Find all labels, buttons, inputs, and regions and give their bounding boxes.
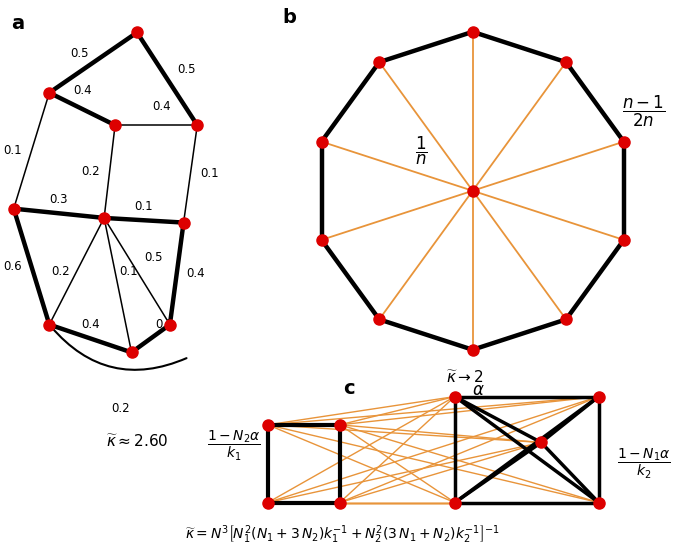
Text: 0.5: 0.5 — [177, 63, 196, 76]
Text: c: c — [344, 379, 355, 398]
Text: 0.4: 0.4 — [186, 267, 206, 280]
Text: 0.6: 0.6 — [3, 260, 22, 273]
Text: $\widetilde{\kappa} \approx 2.60$: $\widetilde{\kappa} \approx 2.60$ — [105, 433, 169, 450]
Text: 0.2: 0.2 — [51, 265, 70, 278]
Text: a: a — [11, 14, 24, 33]
Text: 0.4: 0.4 — [73, 84, 92, 97]
Text: 0.4: 0.4 — [81, 318, 100, 331]
Text: $\dfrac{1-N_1\alpha}{k_2}$: $\dfrac{1-N_1\alpha}{k_2}$ — [616, 447, 671, 481]
Text: 0.2: 0.2 — [111, 401, 130, 415]
Text: 0.2: 0.2 — [81, 165, 100, 178]
Text: $\alpha$: $\alpha$ — [473, 381, 485, 399]
Text: 0.4: 0.4 — [152, 100, 171, 113]
Text: 0.5: 0.5 — [70, 47, 89, 60]
Text: $\widetilde{\kappa} \rightarrow 2$: $\widetilde{\kappa} \rightarrow 2$ — [446, 369, 484, 385]
Text: 0.5: 0.5 — [144, 251, 163, 264]
Text: $\widetilde{\kappa} = N^3\left[N_1^2\left(N_1+3\,N_2\right)k_1^{-1}+N_2^2\left(3: $\widetilde{\kappa} = N^3\left[N_1^2\lef… — [185, 524, 500, 546]
FancyArrowPatch shape — [51, 327, 186, 370]
Text: 0.1: 0.1 — [3, 144, 22, 157]
Text: $\dfrac{1-N_2\alpha}{k_1}$: $\dfrac{1-N_2\alpha}{k_1}$ — [208, 429, 261, 463]
Text: $\dfrac{n-1}{2n}$: $\dfrac{n-1}{2n}$ — [622, 94, 665, 129]
Text: $\dfrac{1}{n}$: $\dfrac{1}{n}$ — [414, 135, 427, 167]
Text: 0.3: 0.3 — [49, 193, 68, 206]
Text: b: b — [282, 8, 296, 27]
Text: 0.1: 0.1 — [119, 265, 138, 278]
Text: 0.1: 0.1 — [134, 200, 153, 213]
Text: 0.2: 0.2 — [155, 318, 174, 331]
Text: 0.1: 0.1 — [200, 167, 219, 181]
